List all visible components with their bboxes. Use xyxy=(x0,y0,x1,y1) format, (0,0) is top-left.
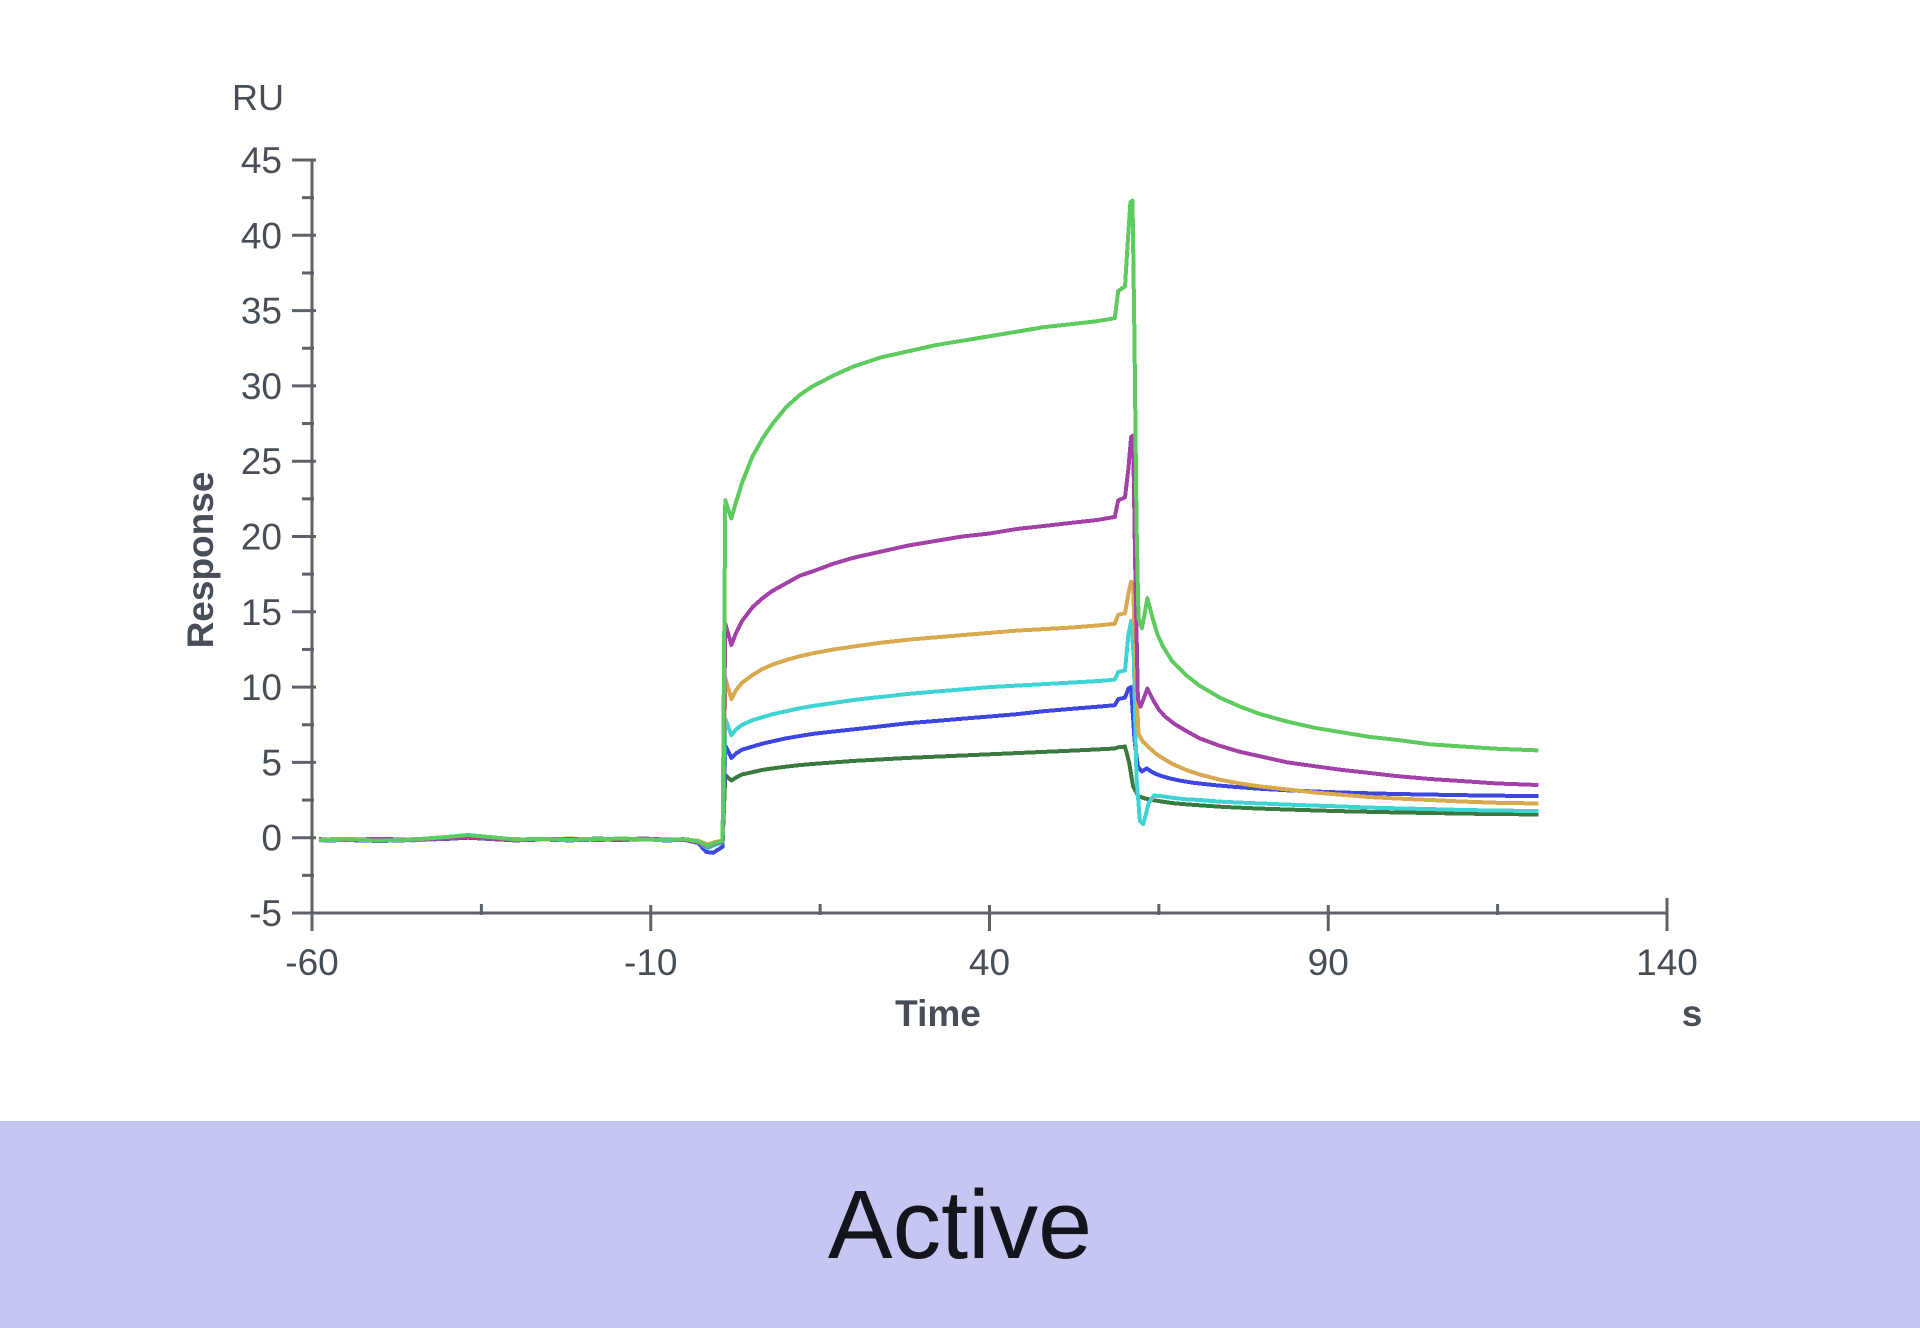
y-tick-label-40: 40 xyxy=(241,215,282,256)
x-tick-label-40: 40 xyxy=(969,942,1010,983)
status-banner: Active xyxy=(0,1121,1920,1328)
y-tick-label-15: 15 xyxy=(241,592,282,633)
x-axis-unit-label: s xyxy=(1682,993,1703,1034)
y-tick-label-20: 20 xyxy=(241,517,282,558)
series-line-trace-green xyxy=(318,198,1539,848)
axes xyxy=(292,158,1669,931)
y-tick-label-0: 0 xyxy=(261,818,282,859)
x-tick-label--60: -60 xyxy=(285,942,338,983)
x-tick-label-140: 140 xyxy=(1636,942,1698,983)
y-tick-label-25: 25 xyxy=(241,441,282,482)
tick-labels: -5 0 5 10 15 20 25 30 35 40 45 -60 -10 40 90 140 xyxy=(241,140,1698,983)
y-tick-label-30: 30 xyxy=(241,366,282,407)
series-line-trace-purple xyxy=(318,433,1539,849)
series-lines xyxy=(318,198,1539,855)
spr-sensorgram-chart: -5 0 5 10 15 20 25 30 35 40 45 -60 -10 40 90 140 RU Res… xyxy=(180,77,1703,1034)
x-tick-label-90: 90 xyxy=(1308,942,1349,983)
y-axis-unit-label: RU xyxy=(232,77,284,118)
y-tick-label-45: 45 xyxy=(241,140,282,181)
y-tick-label-35: 35 xyxy=(241,291,282,332)
x-axis-title: Time xyxy=(895,993,981,1034)
y-tick-label-10: 10 xyxy=(241,667,282,708)
x-tick-label--10: -10 xyxy=(624,942,677,983)
y-axis-title: Response xyxy=(180,472,221,649)
chart-canvas: -5 0 5 10 15 20 25 30 35 40 45 -60 -10 40 90 140 RU Res… xyxy=(180,77,1703,1034)
y-tick-label--5: -5 xyxy=(249,893,282,934)
status-banner-label: Active xyxy=(827,1169,1093,1279)
y-tick-label-5: 5 xyxy=(261,742,282,783)
